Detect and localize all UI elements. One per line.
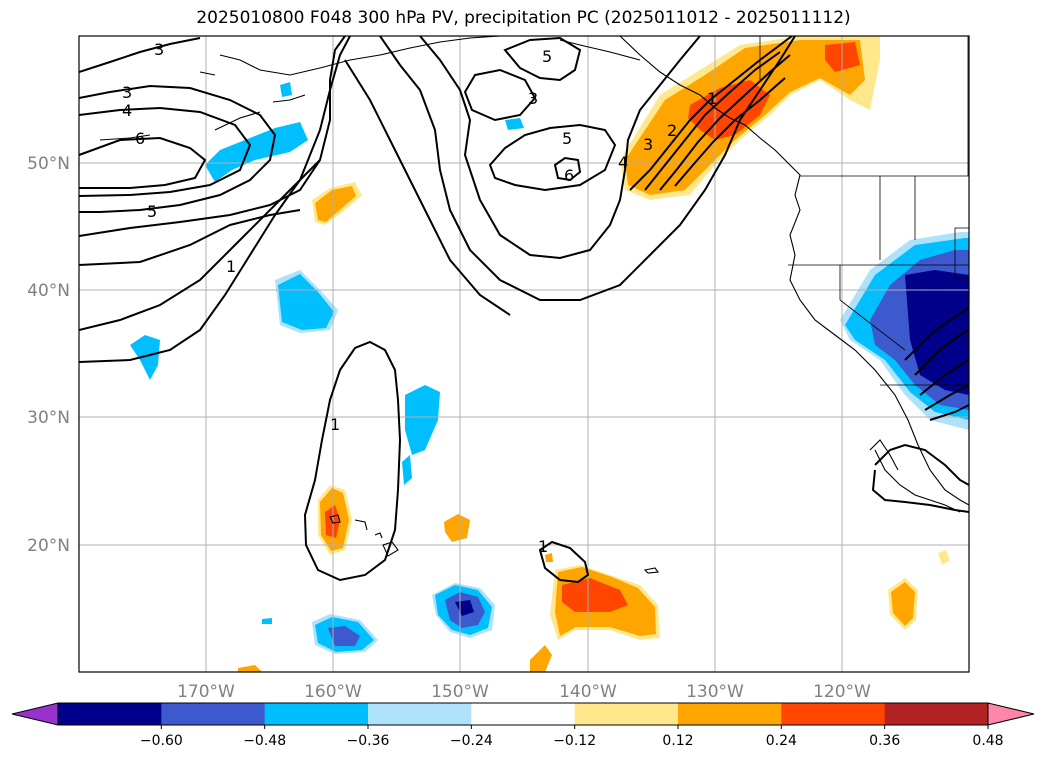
contour-label: 3 [643, 135, 653, 154]
colorbar-right-extension [987, 702, 1035, 726]
colorbar-cell [781, 703, 886, 725]
contour-label: 4 [618, 153, 628, 172]
colorbar-cell [884, 703, 989, 725]
contour-label: 5 [147, 202, 157, 221]
map-frame [78, 35, 970, 673]
contour-label: 5 [542, 47, 552, 66]
colorbar: −0.60 −0.48 −0.36 −0.24 −0.12 0.12 0.24 0.36 0.4… [11, 702, 1035, 749]
colorbar-cell [471, 703, 576, 725]
lat-label-30n: 30°N [27, 408, 70, 428]
contour-label: 1 [538, 537, 548, 556]
contour-label: 1 [226, 257, 236, 276]
lon-label-130w: 130°W [686, 682, 744, 702]
longitude-labels: 170°W 160°W 150°W 140°W 130°W 120°W [177, 682, 871, 702]
contour-label: 3 [122, 83, 132, 102]
lat-label-20n: 20°N [27, 536, 70, 556]
lon-label-170w: 170°W [177, 682, 235, 702]
colorbar-cell [678, 703, 782, 725]
contour-label: 4 [122, 101, 132, 120]
contour-label: 6 [564, 166, 574, 185]
lon-label-150w: 150°W [431, 682, 489, 702]
latitude-labels: 50°N 40°N 30°N 20°N [27, 154, 70, 556]
pv-contours [79, 36, 969, 584]
lat-label-40n: 40°N [27, 281, 70, 301]
colorbar-frame [57, 702, 989, 726]
colorbar-cell [574, 703, 679, 725]
lon-label-160w: 160°W [304, 682, 362, 702]
colorbar-tick-label: 0.48 [972, 733, 1003, 749]
contour-label: 6 [135, 129, 145, 148]
map-background [79, 36, 969, 672]
lat-label-50n: 50°N [27, 154, 70, 174]
contour-labels: 3 3 4 6 5 1 5 3 5 6 4 3 2 1 1 1 [122, 40, 717, 556]
colorbar-cell [368, 703, 472, 725]
contour-label: 5 [562, 129, 572, 148]
contour-label: 1 [330, 415, 340, 434]
colorbar-tick-label: −0.12 [553, 733, 596, 749]
contour-label: 3 [154, 40, 164, 59]
contour-label: 2 [667, 121, 677, 140]
colorbar-left-extension [11, 702, 59, 726]
contour-label: 1 [707, 89, 717, 108]
coastlines [99, 36, 969, 574]
colorbar-tick-label: −0.60 [140, 733, 183, 749]
colorbar-tick-label: 0.24 [766, 733, 797, 749]
colorbar-tick-label: −0.24 [450, 733, 493, 749]
colorbar-cell [161, 703, 266, 725]
figure-title: 2025010800 F048 300 hPa PV, precipitatio… [196, 8, 851, 28]
gridlines [79, 36, 969, 672]
colorbar-cell [264, 703, 369, 725]
colorbar-tick-label: 0.36 [869, 733, 900, 749]
contour-label: 3 [528, 89, 538, 108]
colorbar-tick-label: −0.48 [243, 733, 286, 749]
lon-label-140w: 140°W [559, 682, 617, 702]
colorbar-cell [58, 703, 162, 725]
colorbar-tick-label: 0.12 [662, 733, 693, 749]
lon-label-120w: 120°W [813, 682, 871, 702]
colorbar-tick-label: −0.36 [347, 733, 390, 749]
